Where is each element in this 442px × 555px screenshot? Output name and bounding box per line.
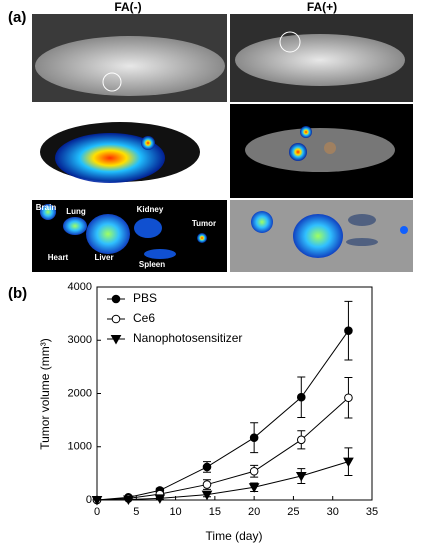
fluorescence-image xyxy=(32,104,413,198)
organ-label: Liver xyxy=(94,253,113,262)
series-line xyxy=(96,397,349,501)
marker xyxy=(202,462,212,472)
marker xyxy=(343,457,354,468)
marker xyxy=(344,393,353,403)
marker xyxy=(296,435,306,445)
marker xyxy=(154,494,166,504)
marker xyxy=(202,480,212,489)
legend-marker xyxy=(111,314,121,324)
x-tick-label: 30 xyxy=(327,506,339,518)
photo xyxy=(32,14,413,102)
organ-label: Lung xyxy=(66,207,86,216)
legend-label: Ce6 xyxy=(133,311,155,325)
marker xyxy=(123,495,134,505)
x-tick-label: 25 xyxy=(287,506,299,518)
y-tick-label: 0 xyxy=(86,494,92,506)
x-tick-label: 5 xyxy=(133,506,139,518)
y-axis-label: Tumor volume (mm³) xyxy=(38,338,52,450)
y-tick-label: 1000 xyxy=(68,441,92,453)
legend-marker xyxy=(111,294,121,304)
organ-label: Tumor xyxy=(192,219,216,228)
marker xyxy=(249,433,259,442)
series-line xyxy=(96,461,349,501)
marker xyxy=(249,466,259,476)
x-tick-label: 20 xyxy=(248,506,260,518)
legend-label: PBS xyxy=(133,291,157,305)
marker xyxy=(248,483,260,493)
x-tick-label: 10 xyxy=(169,506,181,518)
x-tick-label: 15 xyxy=(209,506,221,518)
x-tick-label: 0 xyxy=(94,506,100,518)
marker xyxy=(295,472,307,482)
legend-marker xyxy=(110,335,122,345)
organ-label: Spleen xyxy=(139,260,165,269)
marker xyxy=(344,326,353,335)
y-tick-label: 2000 xyxy=(68,387,92,399)
organ-image xyxy=(32,200,413,272)
y-tick-label: 3000 xyxy=(68,334,92,346)
legend-label: Nanophotosensitizer xyxy=(133,331,242,345)
marker xyxy=(296,392,306,402)
organ-label: Heart xyxy=(48,253,69,262)
panel-label: (b) xyxy=(8,285,27,302)
series-line xyxy=(96,330,349,501)
panel-label: (a) xyxy=(8,9,26,26)
column-header: FA(+) xyxy=(307,0,337,14)
organ-label: Kidney xyxy=(137,205,164,214)
marker xyxy=(201,490,213,501)
organ-label: Brain xyxy=(36,203,57,212)
x-axis-label: Time (day) xyxy=(206,529,263,543)
y-tick-label: 4000 xyxy=(68,281,92,293)
marker xyxy=(91,496,103,506)
x-tick-label: 35 xyxy=(366,506,378,518)
column-header: FA(-) xyxy=(114,0,141,14)
